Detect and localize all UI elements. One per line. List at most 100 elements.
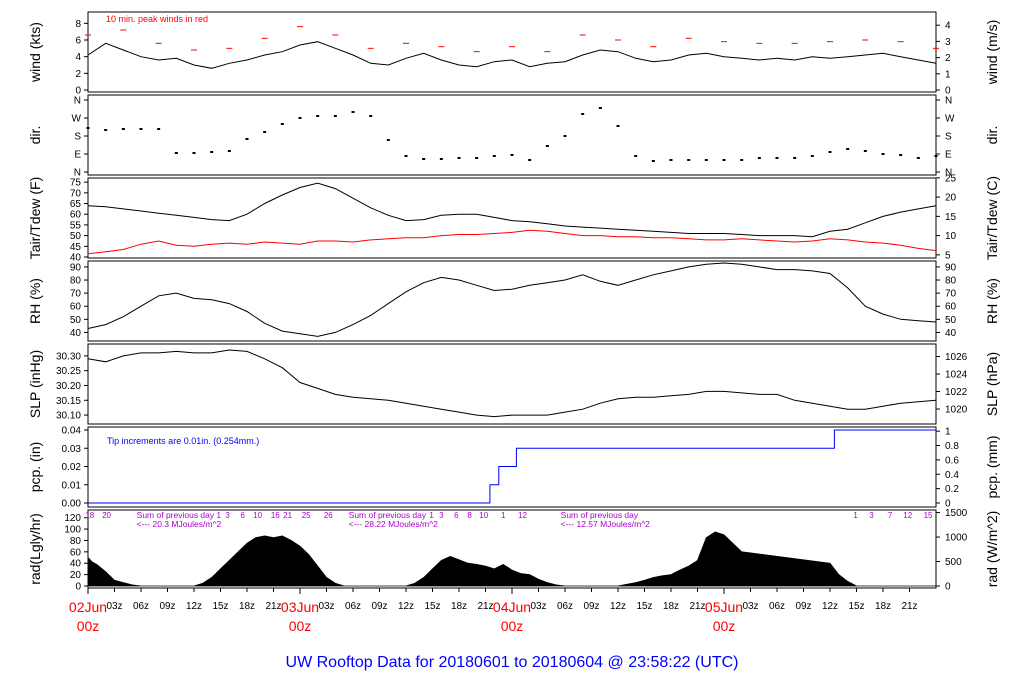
hour-tick-label: 15z xyxy=(848,601,864,612)
rh-line xyxy=(87,262,937,337)
dir-left-axis-label: dir. xyxy=(27,126,43,145)
direction-point xyxy=(192,152,196,154)
direction-point xyxy=(121,128,125,130)
direction-point xyxy=(545,145,549,147)
precip-right-axis-label: pcp. (mm) xyxy=(984,436,1000,499)
solar-hour-mark: 3 xyxy=(439,511,444,520)
direction-point xyxy=(563,135,567,137)
direction-point xyxy=(616,125,620,127)
slp-left-tick-label: 30.20 xyxy=(56,381,81,392)
hour-tick-label: 03z xyxy=(530,601,546,612)
solar-hour-mark: 6 xyxy=(454,511,459,520)
direction-point xyxy=(139,128,143,130)
slp-line xyxy=(87,349,937,418)
radiation-left-tick-label: 20 xyxy=(70,570,82,581)
radiation-right-tick-label: 1500 xyxy=(945,508,968,519)
day-hour-label: 00z xyxy=(289,618,312,634)
precip-left-axis-label: pcp. (in) xyxy=(27,442,43,493)
hour-tick-label: 09z xyxy=(371,601,387,612)
direction-point xyxy=(899,154,903,156)
solar-hour-mark: 3 xyxy=(869,511,874,520)
wind-right-axis-label: wind (m/s) xyxy=(984,20,1000,86)
direction-point xyxy=(934,155,938,157)
panel-slp: SLP (inHg) SLP (hPa) 30.10 30.15 30.20 30.25 3… xyxy=(27,343,1000,425)
radiation-left-tick-label: 80 xyxy=(70,536,82,547)
slp-right-tick-label: 1026 xyxy=(945,352,968,363)
rh-right-tick-label: 40 xyxy=(945,328,957,339)
direction-point xyxy=(669,159,673,161)
rh-right-tick-label: 60 xyxy=(945,302,957,313)
direction-point xyxy=(828,151,832,153)
dir-right-tick-label: S xyxy=(945,132,952,143)
precip-left-tick-label: 0.03 xyxy=(62,444,82,455)
direction-point xyxy=(245,138,249,140)
hour-tick-label: 12z xyxy=(610,601,626,612)
direction-point xyxy=(333,115,337,117)
hour-tick-label: 06z xyxy=(133,601,149,612)
precip-right-tick-label: 1 xyxy=(945,427,951,438)
direction-point xyxy=(687,159,691,161)
temperature-left-tick-label: 70 xyxy=(70,188,82,199)
hour-tick-label: 21z xyxy=(901,601,917,612)
day-hour-label: 00z xyxy=(713,618,736,634)
rh-right-tick-label: 50 xyxy=(945,315,957,326)
direction-point xyxy=(793,157,797,159)
solar-hour-mark: 26 xyxy=(324,511,333,520)
temperature-right-tick-label: 20 xyxy=(945,193,957,204)
direction-point xyxy=(492,155,496,157)
hour-tick-label: 03z xyxy=(106,601,122,612)
precip-left-tick-label: 0.02 xyxy=(62,462,82,473)
temperature-right-tick-label: 25 xyxy=(945,173,957,184)
direction-point xyxy=(881,153,885,155)
dir-right-axis-label: dir. xyxy=(984,126,1000,145)
direction-point xyxy=(369,115,373,117)
precip-left-tick-label: 0.04 xyxy=(62,426,82,437)
slp-left-tick-label: 30.10 xyxy=(56,411,81,422)
dir-left-tick-label: S xyxy=(74,132,81,143)
tip-increment-note: Tip increments are 0.01in. (0.254mm.) xyxy=(107,436,259,446)
precip-right-tick-label: 0.2 xyxy=(945,484,959,495)
solar-hour-mark: 10 xyxy=(253,511,262,520)
hour-tick-label: 09z xyxy=(583,601,599,612)
hour-tick-label: 15z xyxy=(212,601,228,612)
wind-left-tick-label: 0 xyxy=(75,86,81,97)
wind-right-tick-label: 3 xyxy=(945,37,951,48)
rh-right-tick-label: 80 xyxy=(945,276,957,287)
rh-right-tick-label: 90 xyxy=(945,262,957,273)
radiation-area xyxy=(87,531,936,587)
temperature-right-tick-label: 10 xyxy=(945,231,957,242)
slp-right-axis-label: SLP (hPa) xyxy=(984,352,1000,416)
hour-tick-label: 09z xyxy=(795,601,811,612)
temperature-left-tick-label: 65 xyxy=(70,199,82,210)
precip-right-tick-label: 0.8 xyxy=(945,441,959,452)
solar-hour-mark: 3 xyxy=(225,511,230,520)
solar-hour-mark: 10 xyxy=(479,511,488,520)
rh-right-tick-label: 70 xyxy=(945,289,957,300)
wind-left-tick-label: 8 xyxy=(75,19,81,30)
slp-left-tick-label: 30.30 xyxy=(56,351,81,362)
temperature-left-tick-label: 55 xyxy=(70,220,82,231)
temperature-left-tick-label: 75 xyxy=(70,178,82,189)
slp-right-tick-label: 1022 xyxy=(945,387,968,398)
panel-precip: pcp. (in) pcp. (mm) 0.00 0.01 0.02 0.03 0.04 0 0… xyxy=(27,426,1000,510)
wind-right-tick-label: 1 xyxy=(945,69,951,80)
direction-point xyxy=(722,159,726,161)
temperature-frame xyxy=(87,177,937,259)
wind-right-tick-label: 0 xyxy=(945,86,951,97)
dir-right-tick-label: N xyxy=(945,168,952,179)
slp-left-axis-label: SLP (inHg) xyxy=(27,350,43,418)
solar-hour-mark: 18 xyxy=(85,511,94,520)
daily-sum-note: <--- 28.22 MJoules/m^2 xyxy=(349,519,439,529)
direction-point xyxy=(651,160,655,162)
radiation-left-tick-label: 120 xyxy=(64,513,81,524)
direction-point xyxy=(174,152,178,154)
direction-point xyxy=(581,113,585,115)
hour-tick-label: 21z xyxy=(265,601,281,612)
solar-hour-mark: 6 xyxy=(240,511,245,520)
solar-hour-mark: 12 xyxy=(903,511,912,520)
dir-right-tick-label: W xyxy=(945,114,955,125)
dir-left-tick-label: N xyxy=(74,168,81,179)
hour-tick-label: 09z xyxy=(159,601,175,612)
